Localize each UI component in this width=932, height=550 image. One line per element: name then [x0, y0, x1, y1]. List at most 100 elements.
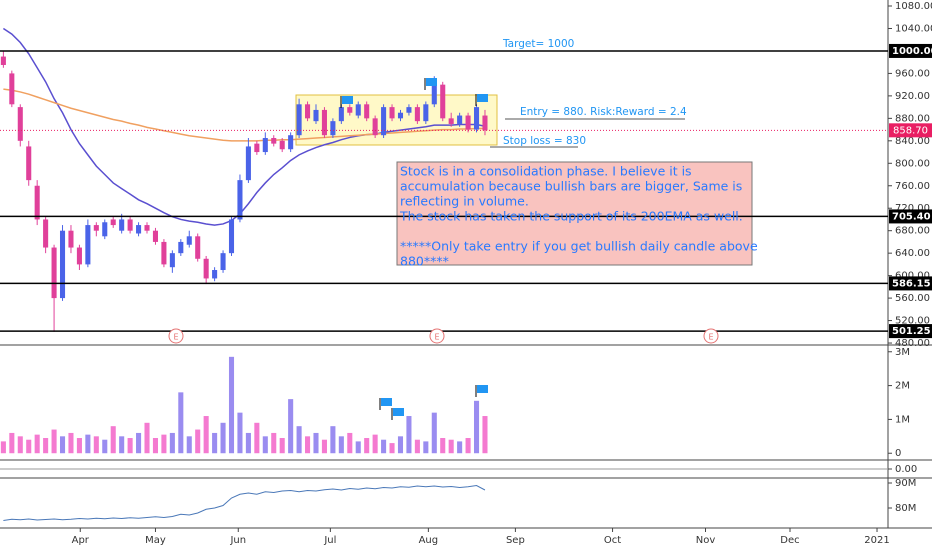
candle-body — [406, 107, 412, 113]
y-tick-label: 880.00 — [895, 113, 930, 124]
volume-bar — [119, 436, 125, 454]
y-tick-label: 600.00 — [895, 271, 930, 282]
volume-bar — [76, 438, 82, 454]
volume-bar — [313, 432, 319, 454]
volume-bar — [85, 434, 91, 454]
volume-bar — [161, 434, 167, 454]
volume-bar — [347, 432, 353, 454]
candle-body — [203, 258, 209, 279]
note-line: 880**** — [400, 254, 449, 269]
level-tag — [889, 43, 932, 58]
y-tick-label: 2M — [895, 381, 910, 392]
volume-bar — [228, 356, 235, 454]
candle-body — [127, 219, 133, 231]
volume-bar — [431, 412, 437, 454]
volume-bar — [355, 441, 361, 454]
earnings-marker — [168, 328, 184, 344]
volume-bar — [203, 416, 209, 454]
y-tick-label: 960.00 — [895, 68, 930, 79]
level-label: 586.15 — [892, 278, 931, 289]
x-tick-label: Oct — [604, 535, 621, 546]
volume-bar — [473, 400, 480, 454]
candle-body — [305, 104, 311, 119]
note-line: *****Only take entry if you get bullish … — [400, 239, 758, 254]
note-line: The stock has taken the support of its 2… — [399, 209, 743, 224]
candle-body — [228, 219, 235, 254]
y-tick-label: 720.00 — [895, 203, 930, 214]
candle-body — [119, 219, 125, 231]
x-tick-label: 2021 — [864, 535, 889, 546]
ema-line — [2, 27, 486, 226]
candle-body — [262, 138, 268, 153]
earnings-label: E — [173, 333, 178, 342]
volume-bar — [51, 429, 57, 454]
candle-body — [431, 84, 437, 105]
volume-bar — [186, 436, 192, 454]
volume-bar — [127, 438, 133, 454]
x-tick-label: Aug — [419, 535, 439, 546]
candle-body — [473, 107, 480, 130]
flag — [477, 94, 488, 102]
flag — [381, 398, 392, 406]
volume-bar — [152, 438, 158, 454]
volume-bar — [93, 436, 99, 454]
volume-bar — [279, 438, 285, 454]
y-tick-label: 1M — [895, 414, 910, 425]
last-price-label: 858.70 — [893, 125, 928, 136]
candle-body — [482, 115, 488, 131]
level-tag — [889, 209, 932, 224]
x-tick-label: May — [145, 535, 166, 546]
y-tick-label: 0 — [895, 448, 901, 459]
candle-body — [448, 118, 454, 124]
volume-bar — [169, 432, 175, 454]
volume-bar — [338, 436, 344, 454]
note-line: Stock is in a consolidation phase. I bel… — [400, 164, 692, 179]
level-tag — [889, 324, 932, 339]
candle-body — [381, 107, 387, 136]
volume-bar — [406, 416, 412, 454]
candle-body — [178, 241, 184, 254]
volume-bar — [262, 436, 268, 454]
candle-body — [34, 185, 40, 220]
candle-body — [372, 118, 378, 136]
candle-body — [220, 253, 226, 271]
candle-body — [288, 135, 294, 150]
candle-body — [271, 138, 277, 144]
volume-bar — [482, 416, 488, 454]
earnings-label: E — [708, 333, 713, 342]
volume-bar — [397, 436, 404, 454]
candle-body — [195, 236, 201, 259]
volume-bar — [305, 436, 311, 454]
candle-body — [152, 230, 158, 242]
y-tick-label: 840.00 — [895, 136, 930, 147]
volume-bar — [389, 443, 395, 454]
candle-body — [85, 225, 91, 265]
volume-bar — [254, 422, 260, 454]
candle-body — [76, 247, 82, 265]
candle-body — [43, 219, 49, 248]
volume-bar — [136, 432, 142, 454]
target-label: Target= 1000 — [502, 38, 574, 50]
last-price-tag — [889, 123, 932, 138]
volume-bar — [144, 422, 150, 454]
level-label: 501.25 — [892, 326, 931, 337]
y-tick-label: 1080.00 — [895, 1, 932, 12]
candle-body — [347, 107, 353, 113]
volume-bar — [440, 438, 446, 454]
candle-body — [397, 112, 404, 119]
candle-body — [110, 219, 116, 226]
level-label: 705.40 — [892, 211, 931, 222]
candle-body — [237, 180, 243, 220]
volume-bar — [330, 426, 336, 454]
candle-body — [17, 107, 23, 141]
candle-body — [26, 146, 32, 181]
candle-body — [364, 104, 370, 119]
volume-bar — [43, 438, 49, 454]
level-label: 1000.00 — [892, 46, 932, 57]
entry-label: Entry = 880. Risk:Reward = 2.4 — [520, 106, 687, 118]
volume-bar — [423, 441, 429, 454]
candle-body — [330, 121, 336, 136]
volume-bar — [195, 429, 201, 454]
candle-body — [0, 56, 6, 65]
flag — [393, 408, 404, 416]
